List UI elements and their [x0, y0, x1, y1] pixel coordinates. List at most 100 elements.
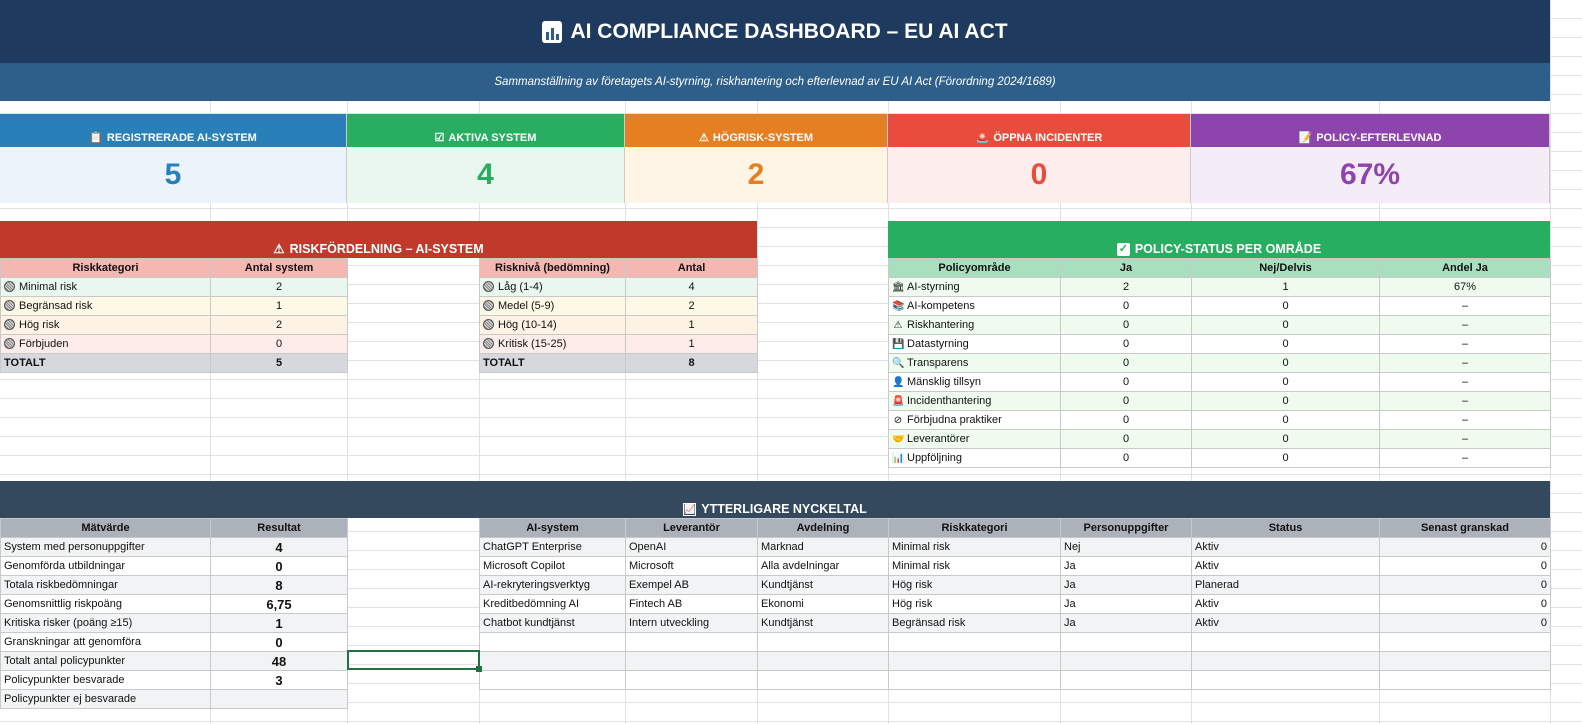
risk-circle-icon	[4, 319, 15, 330]
risk-circle-icon	[483, 300, 494, 311]
kpi-header: 📝 POLICY-EFTERLEVNAD	[1191, 114, 1549, 147]
column-header: Risknivå (bedömning)	[479, 258, 626, 278]
column-header: Andel Ja	[1379, 258, 1551, 278]
kpi-card: ⚠ HÖGRISK-SYSTEM 2	[625, 114, 888, 203]
kpi-value: 67%	[1191, 147, 1549, 203]
kpi-header: ☑ AKTIVA SYSTEM	[347, 114, 624, 147]
kpi-header: 📋 REGISTRERADE AI-SYSTEM	[0, 114, 346, 147]
table-row: Kreditbedömning AI Fintech AB Ekonomi Hög r…	[479, 594, 1551, 614]
checkbox-icon: ✓	[1116, 243, 1130, 256]
total-row: TOTALT 5	[0, 353, 348, 373]
bar-chart-icon: 📊	[892, 453, 905, 464]
column-header: Antal	[625, 258, 758, 278]
column-header: Senast granskad	[1379, 518, 1551, 538]
table-row: 👤 Mänsklig tillsyn 0 0–	[888, 372, 1551, 392]
handshake-icon: 🤝	[892, 434, 905, 445]
column-header: Status	[1191, 518, 1380, 538]
siren-icon: 🚨	[892, 396, 905, 407]
risk-level-table: Risknivå (bedömning) Antal Låg (1-4) 4 Medel…	[479, 258, 758, 373]
dashboard-subtitle: Sammanställning av företagets AI-styrnin…	[0, 63, 1550, 101]
column-header: Riskkategori	[888, 518, 1061, 538]
column-header: Riskkategori	[0, 258, 211, 278]
table-row: Microsoft Copilot Microsoft Alla avdelning…	[479, 556, 1551, 576]
memo-icon: 📝	[1298, 132, 1313, 144]
table-row: Totalt antal policypunkter 48	[0, 651, 348, 671]
column-header: Resultat	[210, 518, 348, 538]
extra-section-header: 📈 YTTERLIGARE NYCKELTAL	[0, 481, 1550, 518]
kpi-card: 📋 REGISTRERADE AI-SYSTEM 5	[0, 114, 347, 203]
books-icon: 📚	[892, 301, 905, 312]
table-row: 🏛 AI-styrning 2 1 67%	[888, 277, 1551, 297]
kpi-header: 🚨 ÖPPNA INCIDENTER	[888, 114, 1190, 147]
bar-chart-icon	[542, 20, 563, 43]
prohibited-icon: ⊘	[893, 415, 903, 426]
table-row: Begränsad risk 1	[0, 296, 348, 316]
kpi-header: ⚠ HÖGRISK-SYSTEM	[625, 114, 887, 147]
warning-icon: ⚠	[893, 320, 903, 331]
dashboard-title: AI COMPLIANCE DASHBOARD – EU AI ACT	[0, 0, 1550, 63]
table-row: Kritiska risker (poäng ≥15) 1	[0, 613, 348, 633]
risk-circle-icon	[4, 338, 15, 349]
table-row: 🤝 Leverantörer 0 0–	[888, 429, 1551, 449]
table-row: AI-rekryteringsverktyg Exempel AB Kundtjän…	[479, 575, 1551, 595]
table-row: 💾 Datastyrning 0 0–	[888, 334, 1551, 354]
kpi-value: 2	[625, 147, 887, 203]
column-header: AI-system	[479, 518, 626, 538]
kpi-card: 📝 POLICY-EFTERLEVNAD 67%	[1191, 114, 1550, 203]
table-row: Chatbot kundtjänst Intern utveckling Kundt…	[479, 613, 1551, 633]
magnifier-icon: 🔍	[892, 358, 905, 369]
clipboard-icon: 📋	[89, 132, 103, 144]
column-header: Nej/Delvis	[1191, 258, 1380, 278]
table-row: Hög risk 2	[0, 315, 348, 335]
risk-circle-icon	[483, 281, 494, 292]
kpi-value: 4	[347, 147, 624, 203]
table-row: Hög (10-14) 1	[479, 315, 758, 335]
person-icon: 👤	[892, 377, 905, 388]
siren-icon: 🚨	[975, 132, 990, 144]
policy-section-header: ✓ POLICY-STATUS PER OMRÅDE	[888, 221, 1550, 258]
metrics-table: Mätvärde Resultat System med personuppgift…	[0, 518, 348, 709]
chart-icon: 📈	[683, 503, 697, 516]
kpi-card: ☑ AKTIVA SYSTEM 4	[347, 114, 625, 203]
bank-icon: 🏛	[892, 282, 905, 293]
table-row: ⚠ Riskhantering 0 0–	[888, 315, 1551, 335]
risk-circle-icon	[4, 300, 15, 311]
column-header: Antal system	[210, 258, 348, 278]
table-row: 📊 Uppföljning 0 0–	[888, 448, 1551, 468]
warning-icon: ⚠	[273, 242, 285, 256]
table-row	[479, 670, 1551, 690]
risk-circle-icon	[483, 319, 494, 330]
column-header: Ja	[1060, 258, 1192, 278]
table-row: ⊘ Förbjudna praktiker 0 0–	[888, 410, 1551, 430]
risk-category-table: Riskkategori Antal system Minimal risk 2 Beg…	[0, 258, 348, 373]
column-header: Avdelning	[757, 518, 889, 538]
risk-circle-icon	[483, 338, 494, 349]
table-row: Totala riskbedömningar 8	[0, 575, 348, 595]
risk-section-header: ⚠ RISKFÖRDELNING – AI-SYSTEM	[0, 221, 757, 258]
table-row: Policypunkter ej besvarade	[0, 689, 348, 709]
policy-status-table: Policyområde Ja Nej/Delvis Andel Ja 🏛 AI-styr…	[888, 258, 1551, 468]
kpi-card: 🚨 ÖPPNA INCIDENTER 0	[888, 114, 1191, 203]
selected-cell[interactable]	[347, 650, 482, 672]
table-row: Låg (1-4) 4	[479, 277, 758, 297]
ai-systems-table: AI-system Leverantör Avdelning Riskkategori…	[479, 518, 1551, 690]
column-header: Leverantör	[625, 518, 758, 538]
kpi-value: 5	[0, 147, 346, 203]
table-row: Policypunkter besvarade 3	[0, 670, 348, 690]
checkbox-icon: ☑	[434, 132, 445, 144]
total-row: TOTALT 8	[479, 353, 758, 373]
table-row: Kritisk (15-25) 1	[479, 334, 758, 354]
table-row	[479, 632, 1551, 652]
floppy-disk-icon: 💾	[892, 339, 905, 350]
table-row: Genomförda utbildningar 0	[0, 556, 348, 576]
kpi-value: 0	[888, 147, 1190, 203]
column-header: Policyområde	[888, 258, 1061, 278]
table-row	[479, 651, 1551, 671]
table-row: 🔍 Transparens 0 0–	[888, 353, 1551, 373]
table-row: ChatGPT Enterprise OpenAI Marknad Minimal r…	[479, 537, 1551, 557]
title-text: AI COMPLIANCE DASHBOARD – EU AI ACT	[570, 19, 1008, 43]
table-row: Förbjuden 0	[0, 334, 348, 354]
risk-circle-icon	[4, 281, 15, 292]
table-row: Medel (5-9) 2	[479, 296, 758, 316]
table-row: Genomsnittlig riskpoäng 6,75	[0, 594, 348, 614]
